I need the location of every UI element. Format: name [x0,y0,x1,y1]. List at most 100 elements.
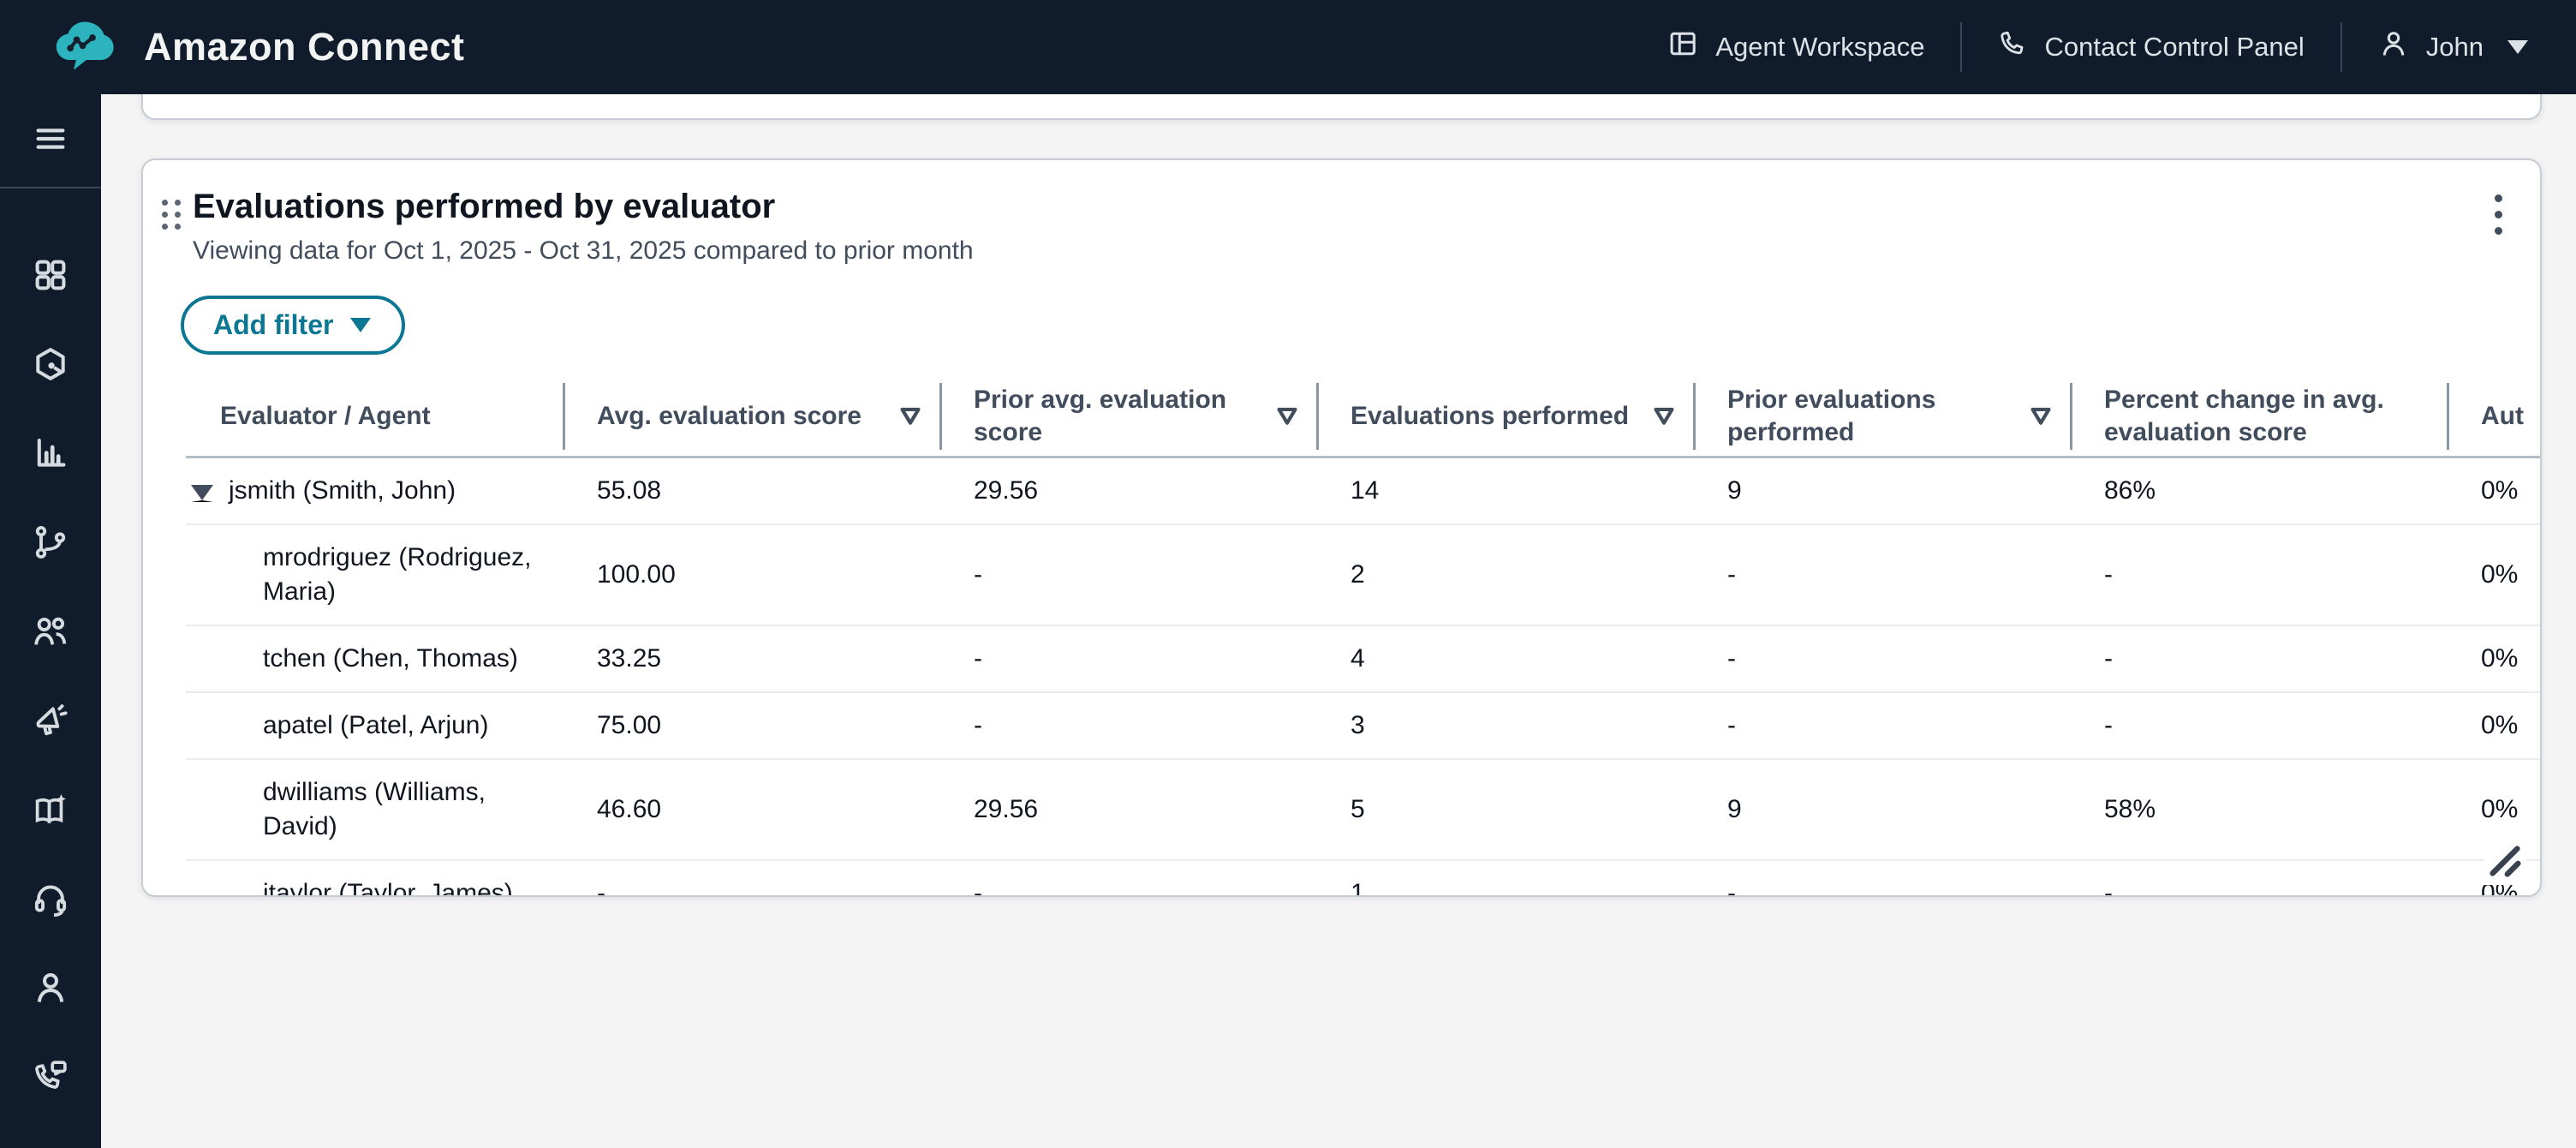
table-row: jsmith (Smith, John) 55.08 29.56 14 9 86… [186,458,2540,525]
phone-icon [1998,29,2027,65]
headset-icon[interactable] [30,879,71,918]
cell-avg-score: 75.00 [597,711,662,739]
cell-evaluations-performed: 14 [1351,476,1380,505]
nav-separator [1960,22,1963,72]
resize-handle[interactable] [2484,840,2526,885]
table-row: mrodriguez (Rodriguez, Maria) 100.00 - 2… [186,525,2540,626]
cell-prior-evaluations: 9 [1727,476,1742,505]
cell-prior-avg-score: - [974,711,982,739]
cell-avg-score: 55.08 [597,476,662,505]
cell-evaluations-performed: 1 [1351,879,1365,897]
cell-prior-evaluations: - [1727,879,1736,897]
cell-aut: 0% [2481,795,2519,823]
column-label: Aut [2481,402,2524,430]
user-menu[interactable]: John [2378,28,2528,66]
sidebar [0,94,101,1148]
nav-separator [2340,22,2342,72]
agent-name: apatel (Patel, Arjun) [263,711,489,739]
hamburger-menu-icon[interactable] [30,118,71,159]
agent-name: jtaylor (Taylor, James) [263,879,513,897]
cell-percent-change: - [2104,644,2113,673]
brand: Amazon Connect [50,15,465,80]
hexagon-node-icon[interactable] [30,344,71,384]
top-nav: Agent Workspace Contact Control Panel [1667,22,2528,72]
person-icon[interactable] [30,968,71,1007]
megaphone-icon[interactable] [30,701,71,740]
cell-avg-score: 100.00 [597,560,676,589]
bar-chart-icon[interactable] [30,433,71,473]
cell-prior-avg-score: - [974,879,982,897]
chevron-down-icon [350,318,372,332]
cell-prior-avg-score: - [974,644,982,673]
filter-icon[interactable] [2029,404,2053,428]
widget-header: Evaluations performed by evaluator Viewi… [143,160,2540,266]
cell-avg-score: 46.60 [597,795,662,823]
cell-avg-score: - [597,879,605,897]
kebab-menu-icon[interactable] [2486,189,2511,240]
column-header-clipped: Aut [2447,377,2540,456]
shell: Evaluations performed by evaluator Viewi… [0,94,2576,1148]
book-sparkle-icon[interactable] [30,790,71,829]
cell-percent-change: - [2104,711,2113,739]
cell-prior-evaluations: 9 [1727,795,1742,823]
agent-cell: dwilliams (Williams, David) [186,760,563,859]
add-filter-button[interactable]: Add filter [181,296,406,355]
evaluations-table: Evaluator / Agent Avg. evaluation score … [186,377,2540,897]
column-label: Evaluator / Agent [220,402,431,430]
column-label: Prior evaluations performed [1727,386,1936,446]
widget-heading: Evaluations performed by evaluator Viewi… [193,186,974,266]
sidebar-divider [0,187,101,188]
table-row: tchen (Chen, Thomas) 33.25 - 4 - - 0% [186,626,2540,693]
evaluator-cell: jsmith (Smith, John) [186,458,563,523]
agent-name: mrodriguez (Rodriguez, Maria) [263,543,532,606]
cell-prior-evaluations: - [1727,560,1736,589]
agent-workspace-link[interactable]: Agent Workspace [1667,28,1924,66]
previous-widget-card-bottom [141,94,2542,120]
user-name: John [2425,32,2484,62]
users-icon[interactable] [30,612,71,651]
cell-avg-score: 33.25 [597,644,662,673]
agent-cell: mrodriguez (Rodriguez, Maria) [186,525,563,625]
branch-flow-icon[interactable] [30,523,71,562]
amazon-connect-logo-icon [50,15,120,80]
widget-subtitle: Viewing data for Oct 1, 2025 - Oct 31, 2… [193,236,974,265]
column-header-evaluations-performed: Evaluations performed [1316,377,1693,456]
column-header-avg-evaluation-score: Avg. evaluation score [563,377,939,456]
evaluations-widget-card: Evaluations performed by evaluator Viewi… [141,158,2542,897]
cell-evaluations-performed: 3 [1351,711,1365,739]
column-label: Evaluations performed [1351,402,1630,430]
agent-name: tchen (Chen, Thomas) [263,644,518,673]
table-row: dwilliams (Williams, David) 46.60 29.56 … [186,760,2540,861]
cell-aut: 0% [2481,476,2519,505]
cell-aut: 0% [2481,560,2519,589]
cell-prior-evaluations: - [1727,644,1736,673]
person-icon [2378,28,2409,66]
cell-evaluations-performed: 2 [1351,560,1365,589]
cell-prior-avg-score: 29.56 [974,795,1039,823]
dashboard-grid-icon[interactable] [30,255,71,295]
filter-icon[interactable] [1652,404,1676,428]
contact-control-panel-link[interactable]: Contact Control Panel [1998,29,2305,65]
cell-percent-change: 86% [2104,476,2156,505]
expand-caret-icon[interactable] [191,485,213,502]
phone-chat-icon[interactable] [30,1057,71,1097]
top-bar: Amazon Connect Agent Workspace [0,0,2576,94]
table-row-clipped: jtaylor (Taylor, James) - - 1 - - 0% [186,861,2540,897]
column-label: Prior avg. evaluation score [974,386,1227,446]
add-filter-label: Add filter [213,309,334,340]
agent-cell: jtaylor (Taylor, James) [186,861,563,897]
column-label: Percent change in avg. evaluation score [2104,386,2384,446]
main-content: Evaluations performed by evaluator Viewi… [101,94,2576,1148]
contact-control-panel-label: Contact Control Panel [2044,32,2305,62]
cell-prior-avg-score: 29.56 [974,476,1039,505]
filter-icon[interactable] [1275,404,1299,428]
agent-cell: apatel (Patel, Arjun) [186,693,563,758]
table-header-row: Evaluator / Agent Avg. evaluation score … [186,377,2540,458]
chevron-down-icon [2507,40,2528,54]
drag-handle-icon[interactable] [162,200,181,230]
sidebar-nav [30,255,71,1097]
filter-icon[interactable] [898,404,922,428]
cell-percent-change: 58% [2104,795,2156,823]
workspace-layout-icon [1667,28,1698,66]
